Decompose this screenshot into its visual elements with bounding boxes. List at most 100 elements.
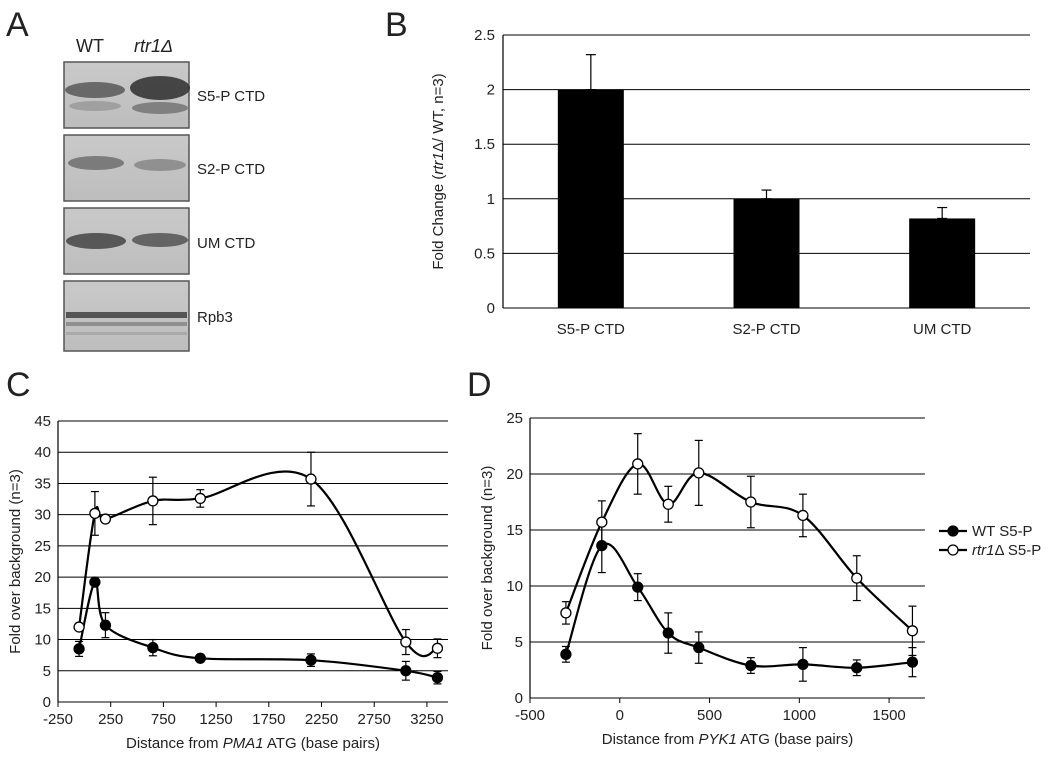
x-axis-label-italic: PMA1 (223, 735, 264, 752)
blot-strip-s2p (63, 134, 190, 202)
y-tick-label: 10 (34, 632, 51, 649)
y-tick-label: 20 (34, 569, 51, 586)
legend-label-italic: rtr1 (972, 542, 995, 559)
x-tick-label: 0 (616, 707, 624, 724)
data-point (400, 636, 412, 648)
y-tick-label: 15 (506, 522, 523, 539)
blot-label-s2p: S2-P CTD (197, 161, 265, 178)
x-tick-label: 2250 (305, 711, 338, 728)
y-axis-label: Fold Change (rtr1Δ/ WT, n=3) (430, 73, 447, 269)
western-blot: WT rtr1Δ S5-P CTD S2-P CTD UM CTD (63, 36, 265, 352)
blot-strip-s5p (63, 61, 190, 129)
blot-label-rpb3: Rpb3 (197, 309, 233, 326)
data-point (400, 665, 412, 677)
x-axis-label-italic: PYK1 (698, 731, 736, 748)
x-tick-label: 1500 (872, 707, 905, 724)
series-line (78, 580, 438, 679)
y-tick-label: 35 (34, 475, 51, 492)
data-point (147, 642, 159, 654)
y-tick-label: 0 (43, 694, 51, 711)
y-tick-label: 1.5 (474, 136, 495, 153)
y-axis-label: Fold over background (n=3) (7, 469, 24, 654)
data-point (99, 513, 112, 525)
panel-label-d: D (467, 366, 492, 404)
data-point (906, 625, 919, 637)
data-point (693, 641, 705, 654)
x-axis-label: Distance from PMA1 ATG (base pairs) (126, 735, 380, 752)
legend: WT S5-P rtr1Δ S5-P (939, 523, 1041, 559)
data-point (560, 607, 572, 619)
panel-label-c: C (6, 366, 31, 404)
x-tick-label: 1250 (199, 711, 232, 728)
x-tick-label: 1750 (252, 711, 285, 728)
data-point (147, 495, 159, 507)
y-tick-label: 1 (487, 191, 495, 208)
y-tick-label: 0 (515, 690, 523, 707)
x-tick-label: 3250 (410, 711, 443, 728)
legend-marker (947, 525, 959, 537)
data-point (431, 671, 444, 684)
data-point (194, 652, 206, 664)
data-point (906, 656, 919, 668)
legend-label-part: Δ S5-P (995, 542, 1042, 559)
y-tick-label: 25 (34, 538, 51, 555)
lane-label-rtr1: rtr1Δ (134, 36, 173, 56)
bar (909, 218, 976, 308)
y-axis-label-part: Fold Change ( (430, 175, 447, 270)
bar-chart-fold-change: 0 0.5 1 1.5 2 2.5 S5-P CTD S2-P CTD UM CTD Fold C… (430, 27, 1030, 338)
data-point (560, 648, 572, 660)
y-tick-label: 15 (34, 600, 51, 617)
data-point (194, 492, 206, 505)
x-tick-label: 500 (697, 707, 722, 724)
data-point (305, 654, 317, 666)
blot-label-s5p: S5-P CTD (197, 88, 265, 105)
y-tick-label: 5 (515, 634, 523, 651)
x-tick-label: S2-P CTD (732, 321, 800, 338)
data-point (851, 572, 863, 584)
y-tick-label: 5 (43, 663, 51, 680)
y-tick-label: 2.5 (474, 27, 495, 44)
x-tick-label: 250 (98, 711, 123, 728)
blot-label-um: UM CTD (197, 235, 255, 252)
x-axis-label-part: Distance from (126, 735, 223, 752)
panel-label-a: A (6, 6, 29, 44)
data-point (89, 507, 101, 520)
y-tick-label: 0.5 (474, 245, 495, 262)
y-axis-label: Fold over background (n=3) (479, 466, 496, 651)
blot-strip-um (63, 207, 190, 275)
panel-label-b: B (385, 6, 408, 44)
series-line (77, 470, 438, 658)
x-tick-label: 750 (151, 711, 176, 728)
y-tick-label: 20 (506, 466, 523, 483)
data-point (693, 467, 705, 479)
data-point (596, 516, 608, 528)
x-axis-label-part: ATG (base pairs) (264, 735, 380, 752)
legend-marker (947, 544, 959, 556)
x-tick-label: S5-P CTD (557, 321, 625, 338)
series-line (564, 542, 913, 669)
x-tick-label: 1000 (783, 707, 816, 724)
legend-label-part: WT S5-P (972, 523, 1033, 540)
y-tick-label: 0 (487, 300, 495, 317)
x-tick-label: 2750 (358, 711, 391, 728)
blot-strip-rpb3 (63, 280, 190, 352)
y-tick-label: 30 (34, 507, 51, 524)
data-point (797, 509, 809, 522)
data-point (99, 619, 112, 631)
x-tick-label: UM CTD (913, 321, 971, 338)
y-axis-label-italic: rtr1 (430, 152, 447, 175)
series-line (564, 462, 914, 632)
data-point (662, 627, 674, 639)
data-point (632, 458, 644, 470)
y-tick-label: 10 (506, 578, 523, 595)
x-tick-label: -500 (515, 707, 545, 724)
data-point (431, 642, 444, 654)
legend-label: WT S5-P (972, 523, 1033, 540)
y-tick-label: 25 (506, 410, 523, 427)
data-point (797, 658, 809, 671)
data-point (73, 621, 85, 633)
y-tick-label: 45 (34, 413, 51, 430)
x-axis-label-part: Distance from (602, 731, 699, 748)
